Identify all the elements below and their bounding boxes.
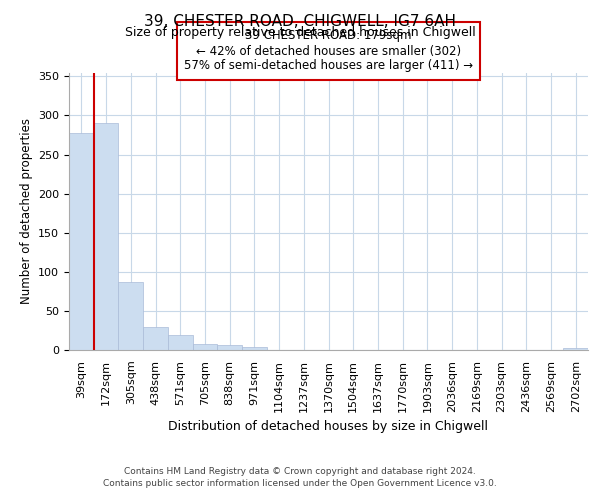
Text: Contains public sector information licensed under the Open Government Licence v3: Contains public sector information licen… bbox=[103, 478, 497, 488]
Text: 39, CHESTER ROAD, CHIGWELL, IG7 6AH: 39, CHESTER ROAD, CHIGWELL, IG7 6AH bbox=[144, 14, 456, 29]
Bar bbox=[217, 346, 242, 350]
Y-axis label: Number of detached properties: Number of detached properties bbox=[20, 118, 32, 304]
Bar bbox=[94, 122, 118, 350]
Bar bbox=[168, 335, 193, 350]
X-axis label: Distribution of detached houses by size in Chigwell: Distribution of detached houses by size … bbox=[169, 420, 488, 433]
Bar bbox=[193, 344, 217, 350]
Bar bbox=[118, 282, 143, 350]
Text: Contains HM Land Registry data © Crown copyright and database right 2024.: Contains HM Land Registry data © Crown c… bbox=[124, 467, 476, 476]
Bar bbox=[69, 132, 94, 350]
Text: 39 CHESTER ROAD: 179sqm
← 42% of detached houses are smaller (302)
57% of semi-d: 39 CHESTER ROAD: 179sqm ← 42% of detache… bbox=[184, 30, 473, 72]
Text: Size of property relative to detached houses in Chigwell: Size of property relative to detached ho… bbox=[125, 26, 475, 39]
Bar bbox=[242, 347, 267, 350]
Bar bbox=[143, 328, 168, 350]
Bar bbox=[563, 348, 588, 350]
